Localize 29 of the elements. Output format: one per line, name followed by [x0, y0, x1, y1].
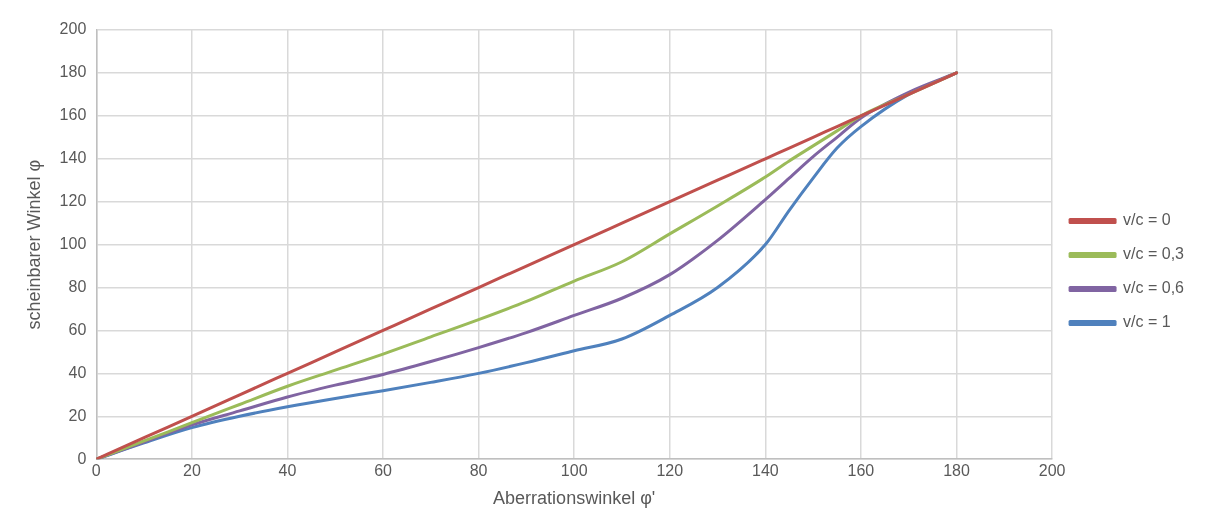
x-axis-title: Aberrationswinkel φ' — [493, 488, 656, 509]
x-tick-label: 60 — [374, 462, 393, 480]
y-tick-label: 160 — [59, 106, 87, 124]
y-tick-label: 180 — [59, 63, 87, 81]
y-tick-label: 100 — [59, 235, 87, 253]
x-tick-label: 160 — [847, 462, 875, 480]
line-series — [96, 71, 958, 460]
x-tick-label: 0 — [91, 462, 101, 480]
legend-label: v/c = 0,6 — [1123, 279, 1185, 297]
y-tick-label: 60 — [68, 320, 87, 338]
y-tick-label: 140 — [59, 149, 87, 167]
x-tick-label: 20 — [182, 462, 201, 480]
x-tick-label: 100 — [560, 462, 588, 480]
y-tick-label: 200 — [59, 20, 87, 38]
y-tick-label: 80 — [68, 277, 87, 295]
x-tick-label: 120 — [656, 462, 684, 480]
x-tick-label: 140 — [751, 462, 779, 480]
x-tick-label: 200 — [1038, 462, 1066, 480]
y-tick-label: 20 — [68, 406, 87, 424]
x-tick-label: 80 — [469, 462, 488, 480]
y-axis-title: scheinbarer Winkel φ — [23, 159, 44, 330]
y-tick-label: 0 — [77, 449, 87, 467]
y-tick-label: 40 — [68, 363, 87, 381]
x-tick-label: 180 — [943, 462, 970, 480]
y-tick-label: 120 — [59, 192, 87, 210]
legend-label: v/c = 1 — [1123, 313, 1171, 331]
legend-label: v/c = 0,3 — [1123, 245, 1185, 263]
legend-label: v/c = 0 — [1123, 211, 1171, 229]
x-tick-label: 40 — [278, 462, 297, 480]
